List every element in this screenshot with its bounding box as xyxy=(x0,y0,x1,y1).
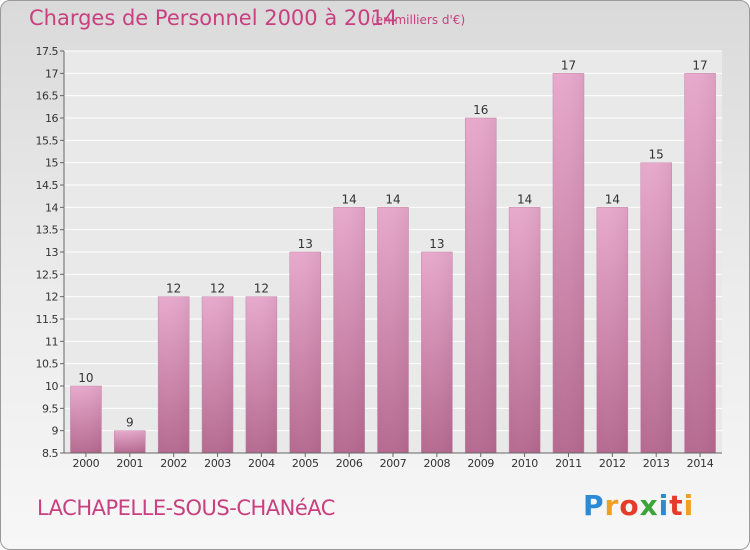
data-label-2009: 16 xyxy=(473,103,488,117)
y-tick-label: 15 xyxy=(45,157,58,170)
y-tick-label: 16.5 xyxy=(36,90,59,103)
y-tick-label: 17.5 xyxy=(36,45,59,58)
logo-letter: i xyxy=(683,489,695,522)
bar-shade-2009 xyxy=(465,118,497,453)
y-tick-label: 9.5 xyxy=(42,402,58,415)
logo-letter: o xyxy=(619,489,640,522)
data-label-2000: 10 xyxy=(78,371,93,385)
y-tick-label: 13 xyxy=(45,246,58,259)
chart-title: Charges de Personnel 2000 à 2014 xyxy=(29,6,398,30)
data-label-2003: 12 xyxy=(210,282,225,296)
data-label-2007: 14 xyxy=(385,192,400,206)
data-label-2011: 17 xyxy=(561,58,576,72)
data-label-2001: 9 xyxy=(126,416,134,430)
x-tick-label-2008: 2008 xyxy=(423,457,450,470)
y-tick-label: 14 xyxy=(45,201,58,214)
x-tick-label-2009: 2009 xyxy=(467,457,494,470)
x-tick-label-2011: 2011 xyxy=(555,457,582,470)
y-tick-label: 12 xyxy=(45,291,58,304)
data-label-2012: 14 xyxy=(605,192,620,206)
x-axis: 2000 2001 2002 2003 2004 2005 2006 2007 2008 2009… xyxy=(64,452,722,470)
data-label-2002: 12 xyxy=(166,282,181,296)
x-tick-label-2007: 2007 xyxy=(380,457,407,470)
bar-shade-2011 xyxy=(552,73,584,453)
x-tick-label-2014: 2014 xyxy=(687,457,714,470)
y-tick-label: 8.5 xyxy=(42,447,58,460)
bar-shade-2005 xyxy=(289,252,321,453)
y-tick-label: 14.5 xyxy=(36,179,59,192)
x-tick-label-2004: 2004 xyxy=(248,457,275,470)
logo-letter: i xyxy=(658,489,670,522)
bar-shade-2013 xyxy=(640,162,672,453)
bar-shade-2006 xyxy=(333,207,365,453)
y-axis: 8.5 9 9.5 10 10.5 11 11.5 12 12.5 13 13.5 14 14.5 15 1… xyxy=(36,45,65,460)
bar-shade-2010 xyxy=(509,207,541,453)
chart-subtitle: (en milliers d'€) xyxy=(371,13,466,27)
data-label-2013: 15 xyxy=(649,148,664,162)
bar-shade-2007 xyxy=(377,207,409,453)
x-tick-label-2002: 2002 xyxy=(160,457,187,470)
y-tick-label: 16 xyxy=(45,112,58,125)
logo-letter: x xyxy=(639,489,659,522)
bar-shade-2012 xyxy=(596,207,628,453)
logo-letter: r xyxy=(604,489,620,522)
x-tick-label-2010: 2010 xyxy=(511,457,538,470)
commune-name: LACHAPELLE-SOUS-CHANéAC xyxy=(37,496,335,520)
x-tick-label-2005: 2005 xyxy=(292,457,319,470)
y-tick-label: 12.5 xyxy=(36,268,59,281)
x-tick-label-2013: 2013 xyxy=(643,457,670,470)
bars: 10 9 12 12 12 13 14 14 13 16 14 17 14 15 17 xyxy=(70,58,716,454)
data-label-2008: 13 xyxy=(429,237,444,251)
proxiti-logo: Proxiti xyxy=(583,489,694,522)
bar-shade-2002 xyxy=(158,296,190,453)
x-tick-label-2012: 2012 xyxy=(599,457,626,470)
bar-shade-2000 xyxy=(70,386,102,453)
y-tick-label: 10.5 xyxy=(36,358,59,371)
y-tick-label: 9 xyxy=(52,425,59,438)
logo-letter: P xyxy=(583,489,605,522)
logo-letter: t xyxy=(669,489,684,522)
y-tick-label: 10 xyxy=(45,380,58,393)
bar-shade-2014 xyxy=(684,73,716,453)
y-tick-label: 11.5 xyxy=(36,313,59,326)
y-tick-label: 13.5 xyxy=(36,224,59,237)
y-tick-label: 11 xyxy=(45,335,58,348)
y-tick-label: 17 xyxy=(45,67,58,80)
x-tick-label-2001: 2001 xyxy=(116,457,143,470)
x-tick-label-2000: 2000 xyxy=(73,457,100,470)
bar-shade-2003 xyxy=(202,296,234,453)
data-label-2004: 12 xyxy=(254,282,269,296)
data-label-2010: 14 xyxy=(517,192,532,206)
data-label-2005: 13 xyxy=(298,237,313,251)
data-label-2014: 17 xyxy=(692,58,707,72)
bar-shade-2001 xyxy=(114,430,146,453)
y-tick-label: 15.5 xyxy=(36,134,59,147)
bar-shade-2008 xyxy=(421,252,453,453)
data-label-2006: 14 xyxy=(341,192,356,206)
bar-shade-2004 xyxy=(245,296,277,453)
x-tick-label-2003: 2003 xyxy=(204,457,231,470)
x-tick-label-2006: 2006 xyxy=(336,457,363,470)
